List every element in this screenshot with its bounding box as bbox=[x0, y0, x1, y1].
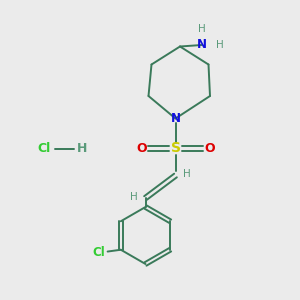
Text: H: H bbox=[183, 169, 191, 179]
Text: S: S bbox=[170, 142, 181, 155]
Text: H: H bbox=[76, 142, 87, 155]
Text: Cl: Cl bbox=[93, 246, 106, 259]
Text: N: N bbox=[170, 112, 181, 125]
Text: O: O bbox=[136, 142, 147, 155]
Text: H: H bbox=[130, 191, 138, 202]
Text: H: H bbox=[198, 24, 206, 34]
Text: H: H bbox=[216, 40, 224, 50]
Text: N: N bbox=[197, 38, 207, 52]
Text: O: O bbox=[204, 142, 215, 155]
Text: Cl: Cl bbox=[37, 142, 50, 155]
